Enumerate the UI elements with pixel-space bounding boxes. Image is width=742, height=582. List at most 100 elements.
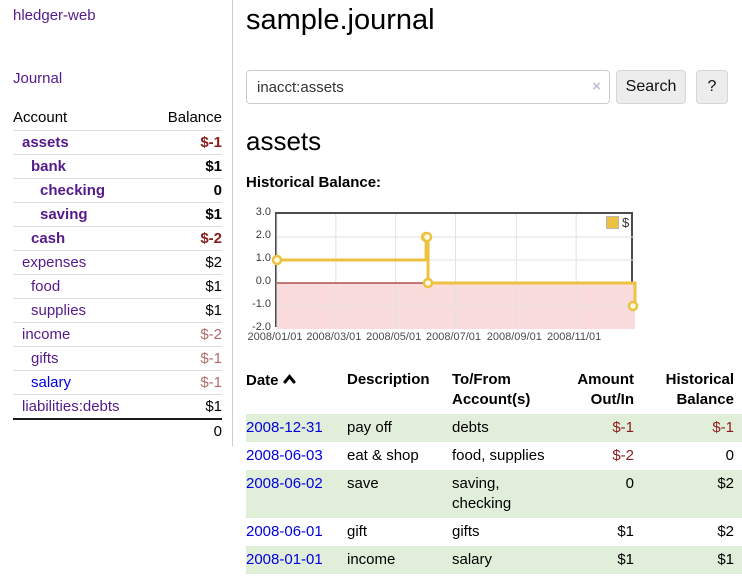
balance-chart: $ 3.0 2.0 1.0 0.0 -1.0 -2.0 2008/01/01 2008/03/… — [246, 204, 742, 349]
amount-cell: $-1 — [612, 419, 634, 436]
account-link[interactable]: expenses — [22, 254, 87, 271]
account-link[interactable]: income — [22, 326, 71, 343]
account-balance: $-1 — [151, 346, 222, 371]
description-cell: eat & shop — [347, 447, 419, 464]
account-link[interactable]: checking — [40, 182, 106, 199]
sort-ascending-chevron-icon — [283, 370, 296, 390]
x-axis-tick-label: 2008/03/01 — [306, 331, 362, 343]
transaction-row: 2008-06-03 eat & shop food, supplies $-2 0 — [246, 442, 742, 470]
accounts-cell: salary — [452, 551, 493, 568]
account-link[interactable]: assets — [22, 134, 69, 151]
search-button[interactable]: Search — [616, 70, 686, 104]
data-point-marker — [627, 300, 639, 312]
account-balance: $1 — [151, 154, 222, 179]
accounts-column-header: Account — [13, 109, 68, 126]
account-balance: $-2 — [151, 226, 222, 251]
account-balance: $1 — [151, 394, 222, 419]
transaction-row: 2008-06-01 gift gifts $1 $2 — [246, 518, 742, 546]
search-form: × Search ? — [246, 70, 742, 104]
account-balance: 0 — [151, 178, 222, 203]
register-table: Date Description To/From Account(s) Amount Ou… — [246, 368, 742, 574]
account-link[interactable]: liabilities:debts — [22, 398, 120, 415]
account-balance: $1 — [151, 274, 222, 299]
accounts-total-value: 0 — [151, 418, 222, 443]
transaction-date-link[interactable]: 2008-06-03 — [246, 447, 323, 464]
description-cell: pay off — [347, 419, 392, 436]
account-link[interactable]: salary — [31, 374, 72, 391]
accounts-table: Account Balance assets $-1 bank $1 checking 0… — [13, 106, 222, 443]
clear-search-icon[interactable]: × — [592, 78, 601, 95]
historical-balance-cell: 0 — [725, 447, 734, 464]
historical-balance-cell: $2 — [717, 475, 734, 492]
account-link[interactable]: gifts — [31, 350, 59, 367]
chart-legend: $ — [606, 216, 629, 229]
amount-cell: $1 — [617, 551, 634, 568]
chart-plot-area — [271, 212, 639, 329]
data-point-marker — [271, 254, 283, 266]
accounts-cell: debts — [452, 419, 489, 436]
amount-cell: 0 — [625, 475, 634, 492]
accounts-cell: food, supplies — [452, 447, 545, 464]
column-header-date[interactable]: Date — [246, 368, 347, 414]
brand-link[interactable]: hledger-web — [13, 7, 96, 24]
amount-cell: $-2 — [612, 447, 634, 464]
account-link[interactable]: cash — [31, 230, 66, 247]
accounts-cell: saving, checking — [452, 475, 512, 512]
transaction-date-link[interactable]: 2008-06-01 — [246, 523, 323, 540]
column-header-to-from: To/From Account(s) — [452, 371, 531, 408]
sidebar-account-row: checking 0 — [13, 178, 222, 203]
sidebar-account-row: salary $-1 — [13, 370, 222, 395]
description-cell: save — [347, 475, 379, 492]
transaction-row: 2008-01-01 income salary $1 $1 — [246, 546, 742, 574]
sidebar-account-row: food $1 — [13, 274, 222, 299]
data-point-marker — [422, 277, 434, 289]
accounts-total-row: 0 — [13, 418, 222, 443]
x-axis-tick-label: 2008/05/01 — [366, 331, 422, 343]
sidebar-account-row: gifts $-1 — [13, 346, 222, 371]
accounts-cell: gifts — [452, 523, 480, 540]
data-point-marker — [421, 231, 433, 243]
y-axis-tick-label: 2.0 — [255, 229, 271, 241]
account-balance: $1 — [151, 202, 222, 227]
x-axis-tick-label: 2008/07/01 — [425, 331, 482, 343]
y-axis-tick-label: 3.0 — [255, 206, 271, 218]
account-balance: $-2 — [151, 322, 222, 347]
account-balance: $-1 — [151, 370, 222, 395]
legend-swatch — [606, 216, 619, 229]
historical-balance-cell: $1 — [717, 551, 734, 568]
sidebar-account-row: saving $1 — [13, 202, 222, 227]
historical-balance-cell: $2 — [717, 523, 734, 540]
column-header-historical: Historical Balance — [665, 371, 734, 408]
description-cell: gift — [347, 523, 368, 540]
transaction-date-link[interactable]: 2008-12-31 — [246, 419, 323, 436]
journal-link[interactable]: Journal — [13, 70, 63, 87]
transaction-row: 2008-12-31 pay off debts $-1 $-1 — [246, 414, 742, 442]
sidebar-account-row: income $-2 — [13, 322, 222, 347]
search-input[interactable] — [246, 70, 610, 104]
help-button[interactable]: ? — [696, 70, 728, 104]
transaction-date-link[interactable]: 2008-01-01 — [246, 551, 323, 568]
account-link[interactable]: supplies — [31, 302, 87, 319]
account-balance: $2 — [151, 250, 222, 275]
sidebar-account-row: expenses $2 — [13, 250, 222, 275]
sidebar-account-row: liabilities:debts $1 — [13, 394, 222, 419]
sidebar-account-row: supplies $1 — [13, 298, 222, 323]
x-axis-tick-label: 2008/09/01 — [486, 331, 542, 343]
x-axis-tick-label: 2008/01/01 — [247, 331, 303, 343]
y-axis-tick-label: 1.0 — [255, 252, 271, 264]
balance-column-header: Balance — [167, 109, 222, 126]
x-axis-tick-label: 2008/11/01 — [547, 331, 602, 343]
sidebar-account-row: bank $1 — [13, 154, 222, 179]
account-link[interactable]: food — [31, 278, 61, 295]
description-cell: income — [347, 551, 396, 568]
historical-balance-cell: $-1 — [712, 419, 734, 436]
column-header-description: Description — [347, 371, 430, 388]
account-link[interactable]: saving — [40, 206, 88, 223]
account-balance: $-1 — [151, 130, 222, 155]
transaction-date-link[interactable]: 2008-06-02 — [246, 475, 323, 492]
y-axis-tick-label: -2.0 — [252, 321, 271, 333]
account-link[interactable]: bank — [31, 158, 67, 175]
y-axis-tick-label: -1.0 — [252, 298, 271, 310]
amount-cell: $1 — [617, 523, 634, 540]
page-title: sample.journal — [246, 4, 435, 36]
